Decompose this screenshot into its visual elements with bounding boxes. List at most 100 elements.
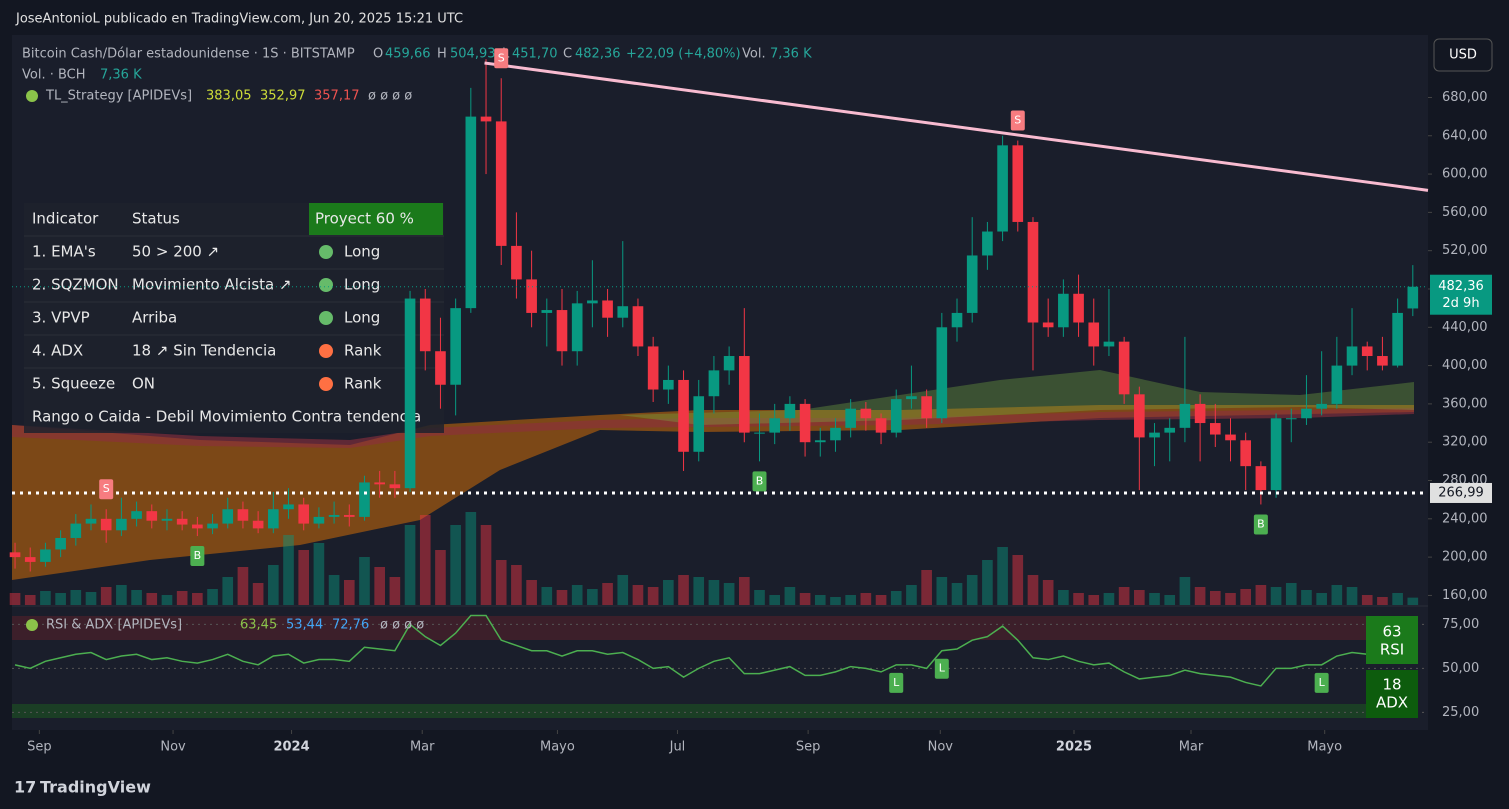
candle-body: [511, 245, 522, 280]
vol: 7,36 K: [770, 47, 812, 62]
publisher: JoseAntonioL publicado en TradingView.co…: [15, 12, 463, 27]
currency-button[interactable]: [1433, 38, 1493, 72]
volume-bar: [526, 580, 537, 605]
signal-label: S: [1014, 114, 1021, 127]
rsi-marker-label: L: [939, 662, 946, 675]
volume-bar: [283, 535, 294, 605]
vol-line: 7,36 K: [100, 68, 142, 83]
volume-bar: [70, 590, 82, 605]
candle-body: [1149, 432, 1160, 438]
volume-bar: [1392, 593, 1403, 605]
table-cell: 50 > 200 ↗: [132, 243, 219, 261]
last-price-label: 482,36: [1438, 279, 1484, 294]
y-tick-label: 560,00: [1442, 205, 1488, 220]
trendline: [484, 61, 1429, 192]
y-tick-label: 680,00: [1442, 90, 1488, 105]
signal-marker: [494, 48, 509, 69]
volume-bar: [465, 512, 477, 605]
volume-bar: [997, 547, 1008, 605]
volume-bar: [85, 592, 97, 605]
table-header-highlight: [309, 203, 443, 235]
volume-bar: [252, 583, 264, 605]
o: 459,66: [385, 47, 431, 62]
candle-body: [1301, 408, 1312, 419]
table-footer: Rango o Caida - Debil Movimiento Contra …: [32, 408, 421, 426]
signal-marker: [1253, 514, 1268, 535]
table-bg: [24, 203, 444, 433]
candle-body: [997, 145, 1008, 232]
table-cell: 18 ↗ Sin Tendencia: [132, 342, 276, 360]
volume-bar: [222, 577, 234, 605]
y-tick-label: 320,00: [1442, 435, 1488, 450]
candle-body: [1255, 466, 1267, 491]
candle-body: [1209, 423, 1221, 435]
volume-bar: [313, 543, 325, 605]
table-cell: Long: [344, 309, 380, 327]
candle-body: [161, 518, 173, 521]
candle-body: [9, 552, 21, 558]
volume-bar: [966, 575, 978, 605]
strategy-value: 383,05: [206, 89, 252, 104]
candle-body: [1118, 341, 1130, 395]
candle-body: [222, 509, 234, 524]
volume-bar: [237, 567, 249, 605]
volume-bar: [1012, 555, 1024, 605]
candle-body: [571, 303, 583, 352]
volume-bar: [1377, 597, 1388, 605]
strategy: TL_Strategy [APIDEVs]: [45, 89, 192, 104]
candle-body: [24, 557, 36, 562]
rsi-legend-value: 53,44: [286, 618, 323, 633]
candle-body: [906, 396, 917, 400]
candle-body: [936, 327, 948, 419]
volume-bar: [1058, 590, 1069, 605]
candle-body: [1012, 145, 1024, 222]
candle-body: [860, 408, 872, 419]
signal-label: S: [498, 51, 505, 64]
volume-bar: [116, 585, 127, 605]
table-cell: 1. EMA's: [32, 243, 96, 261]
candle-body: [298, 504, 310, 524]
volume-bar: [1301, 590, 1312, 605]
volume-bar: [936, 577, 948, 605]
y-tick-label: 240,00: [1442, 511, 1488, 526]
volume-bar: [982, 560, 993, 605]
strategy-value: ø ø ø ø: [368, 89, 412, 104]
volume-bar: [814, 595, 826, 605]
y-tick-label: 360,00: [1442, 396, 1488, 411]
volume-bar: [374, 567, 385, 605]
candle-body: [70, 523, 82, 538]
volume-bar: [511, 565, 522, 605]
rsi-oversold-zone: [12, 704, 1366, 718]
volume-bar: [799, 593, 811, 605]
candle-body: [890, 399, 902, 433]
x-tick-label: 2025: [1056, 740, 1092, 755]
volume-bar: [571, 585, 583, 605]
currency[interactable]: USD: [1449, 48, 1477, 63]
table-cell: 4. ADX: [32, 342, 83, 360]
volume-bar: [875, 595, 887, 605]
volume-bar: [176, 591, 188, 605]
ema-cloud: [12, 405, 1414, 580]
x-tick-label: Sep: [796, 740, 821, 755]
footer-brand: TradingView: [40, 778, 151, 797]
candle-body: [85, 518, 97, 524]
candle-body: [1042, 322, 1054, 328]
status-dot: [319, 344, 333, 358]
candle-body: [1392, 312, 1403, 366]
rsi-marker: [1314, 672, 1329, 693]
table-header: Status: [132, 210, 180, 228]
volume-bar: [1027, 575, 1039, 605]
candle-body: [1103, 341, 1115, 347]
volume-bar: [617, 575, 629, 605]
volume-bar: [754, 590, 765, 605]
candle-body: [663, 379, 674, 390]
candle-body: [313, 516, 325, 524]
volume-bar: [1255, 585, 1267, 605]
x-tick-label: 2024: [273, 740, 309, 755]
volume-bar: [1042, 580, 1054, 605]
x-tick-label: Mayo: [540, 740, 575, 755]
candle-body: [1058, 293, 1069, 328]
table-cell: 3. VPVP: [32, 309, 90, 327]
volume-bar: [1331, 585, 1343, 605]
volume-bar: [845, 595, 856, 605]
